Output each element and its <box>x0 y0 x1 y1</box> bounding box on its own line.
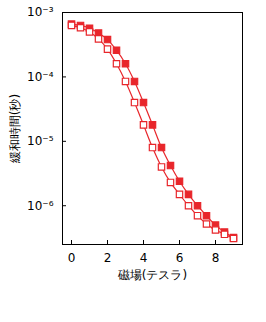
svg-text:2: 2 <box>104 251 112 265</box>
svg-text:緩和時間(秒): 緩和時間(秒) <box>8 94 22 164</box>
svg-text:10⁻⁶: 10⁻⁶ <box>27 199 54 213</box>
svg-text:10⁻³: 10⁻³ <box>27 5 54 19</box>
svg-text:磁場(テスラ): 磁場(テスラ) <box>117 268 187 282</box>
svg-text:10⁻⁵: 10⁻⁵ <box>27 134 54 148</box>
svg-text:4: 4 <box>140 251 148 265</box>
svg-text:0: 0 <box>68 251 76 265</box>
svg-text:10⁻⁴: 10⁻⁴ <box>27 70 54 84</box>
svg-text:6: 6 <box>176 251 184 265</box>
svg-text:8: 8 <box>212 251 220 265</box>
